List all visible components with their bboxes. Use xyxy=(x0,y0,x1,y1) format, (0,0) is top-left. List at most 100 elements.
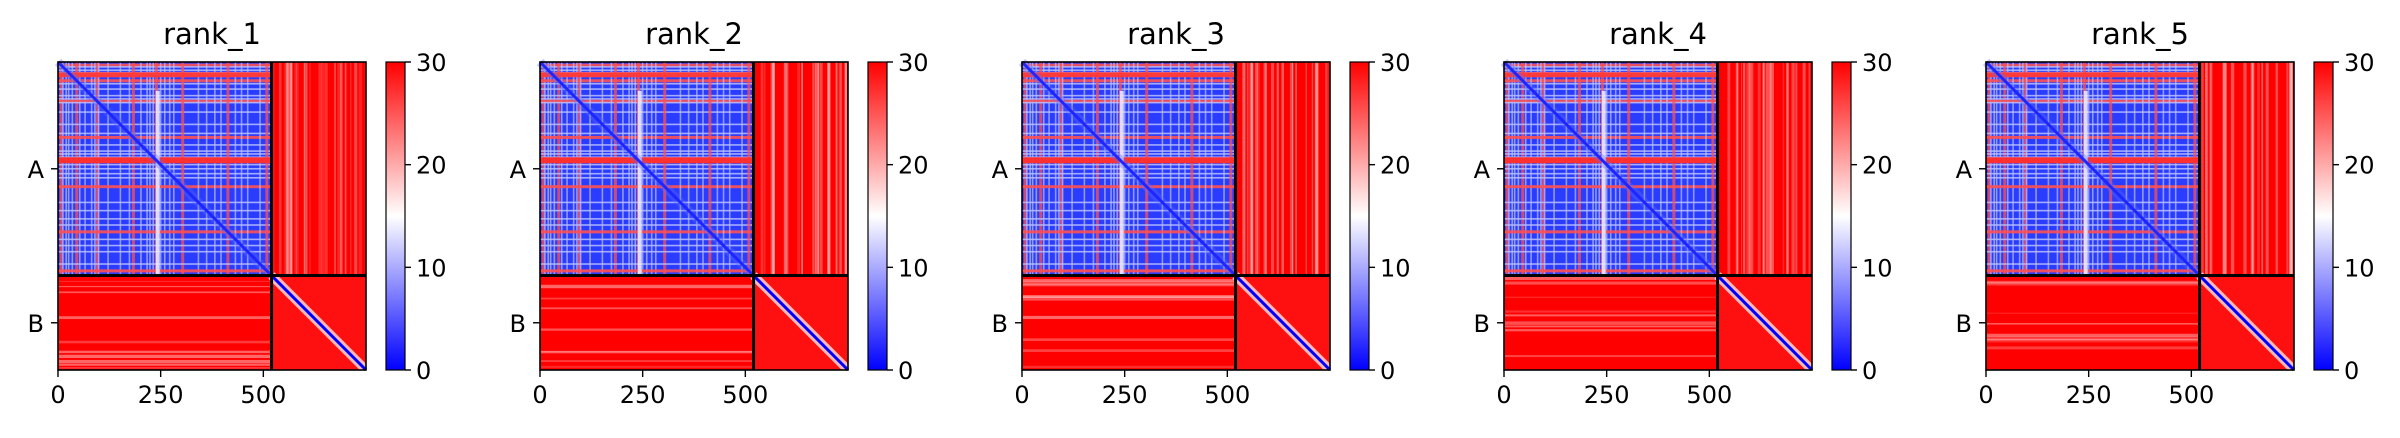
texture-col xyxy=(2210,62,2213,276)
plot-frame xyxy=(539,61,849,371)
diagonal-a xyxy=(1020,60,1237,277)
texture-col xyxy=(337,62,341,276)
stripe-col xyxy=(1627,62,1631,276)
texture-col xyxy=(844,62,847,276)
texture-col xyxy=(290,62,293,276)
stripe-col xyxy=(741,62,743,276)
texture-col xyxy=(304,62,307,276)
texture-col xyxy=(318,62,322,276)
chain-label: A xyxy=(1956,156,1973,184)
panel-4: rank_4 0 250 500 A B 0 10 20 30 xyxy=(1474,17,1893,409)
texture-row xyxy=(1022,349,1236,352)
texture-row xyxy=(58,350,272,354)
stripe-row xyxy=(58,172,272,175)
stripe-col xyxy=(240,62,243,276)
diagonal-a-halo xyxy=(1982,58,2203,279)
texture-row xyxy=(58,363,272,366)
colorbar-tick-label: 30 xyxy=(2344,49,2375,77)
stripe-col xyxy=(259,62,261,276)
stripe-row xyxy=(540,238,754,241)
texture-col xyxy=(286,62,289,276)
texture-col xyxy=(324,62,328,276)
stripe-row xyxy=(1504,250,1718,253)
diagonal-b xyxy=(752,274,850,372)
texture-col xyxy=(2286,62,2289,276)
stripe-row xyxy=(58,176,272,179)
colorbar xyxy=(1349,61,1370,371)
stripe-row xyxy=(58,263,272,265)
diagonal-b xyxy=(2198,274,2296,372)
texture-col xyxy=(1281,62,1285,276)
texture-row xyxy=(1022,283,1236,287)
texture-col xyxy=(1742,62,1745,276)
stripe-row xyxy=(1504,185,1718,189)
x-tick-label: 250 xyxy=(2066,381,2112,409)
stripe-row xyxy=(1022,72,1236,78)
texture-row xyxy=(1986,333,2200,338)
texture-col xyxy=(1762,62,1765,276)
texture-col xyxy=(309,62,311,276)
texture-row xyxy=(1022,281,1236,286)
stripe-row xyxy=(540,201,754,204)
texture-col xyxy=(1250,62,1254,276)
texture-row xyxy=(58,340,272,344)
stripe-col xyxy=(2083,90,2088,276)
panel-3: rank_3 0 250 500 A B 0 10 20 30 xyxy=(992,17,1411,409)
texture-col xyxy=(817,62,820,276)
stripe-col xyxy=(2187,62,2189,276)
texture-col xyxy=(2275,62,2278,276)
stripe-col xyxy=(679,62,682,276)
texture-row xyxy=(1022,279,1236,283)
texture-col xyxy=(1325,62,1327,276)
stripe-row xyxy=(1986,244,2200,247)
texture-col xyxy=(1289,62,1294,276)
texture-col xyxy=(2222,62,2225,276)
colorbar-tick-label: 30 xyxy=(1380,49,1411,77)
stripe-col xyxy=(1132,62,1135,276)
texture-col xyxy=(1249,62,1253,276)
stripe-row xyxy=(1504,176,1718,179)
stripe-col xyxy=(702,62,704,276)
texture-col xyxy=(303,62,305,276)
x-tick-label: 0 xyxy=(532,381,547,409)
texture-col xyxy=(801,62,803,276)
stripe-col xyxy=(1136,62,1139,276)
stripe-row xyxy=(1022,209,1236,212)
colorbar-tick-label: 10 xyxy=(1862,254,1893,282)
texture-col xyxy=(819,62,823,276)
stripe-row xyxy=(1504,72,1718,78)
texture-col xyxy=(1254,62,1258,276)
texture-col xyxy=(2276,62,2279,276)
stripe-col xyxy=(1190,62,1194,276)
texture-row xyxy=(540,285,754,289)
texture-row xyxy=(540,307,754,310)
stripe-row xyxy=(1504,244,1718,247)
stripe-col xyxy=(168,62,171,276)
stripe-row xyxy=(1504,238,1718,241)
x-tick-label: 0 xyxy=(1496,381,1511,409)
texture-col xyxy=(1786,62,1789,276)
texture-col xyxy=(1270,62,1275,276)
stripe-row xyxy=(58,218,272,220)
stripe-row xyxy=(540,72,754,78)
stripe-col xyxy=(654,62,657,276)
stripe-col xyxy=(1643,62,1646,276)
texture-col xyxy=(827,62,830,276)
texture-col xyxy=(1795,62,1798,276)
plot-frame xyxy=(1985,61,2295,371)
chain-label: B xyxy=(992,310,1008,338)
stripe-row xyxy=(1986,185,2200,189)
texture-col xyxy=(284,62,287,276)
diagonal-a xyxy=(1984,60,2201,277)
stripe-col xyxy=(728,62,731,276)
stripe-col xyxy=(2142,62,2144,276)
stripe-row xyxy=(540,176,754,179)
diagonal-b xyxy=(1716,274,1814,372)
stripe-col xyxy=(197,62,200,276)
texture-col xyxy=(1752,62,1754,276)
stripe-col xyxy=(172,62,175,276)
stripe-col xyxy=(220,62,222,276)
texture-col xyxy=(1256,62,1258,276)
texture-col xyxy=(845,62,847,276)
stripe-row xyxy=(58,244,272,247)
